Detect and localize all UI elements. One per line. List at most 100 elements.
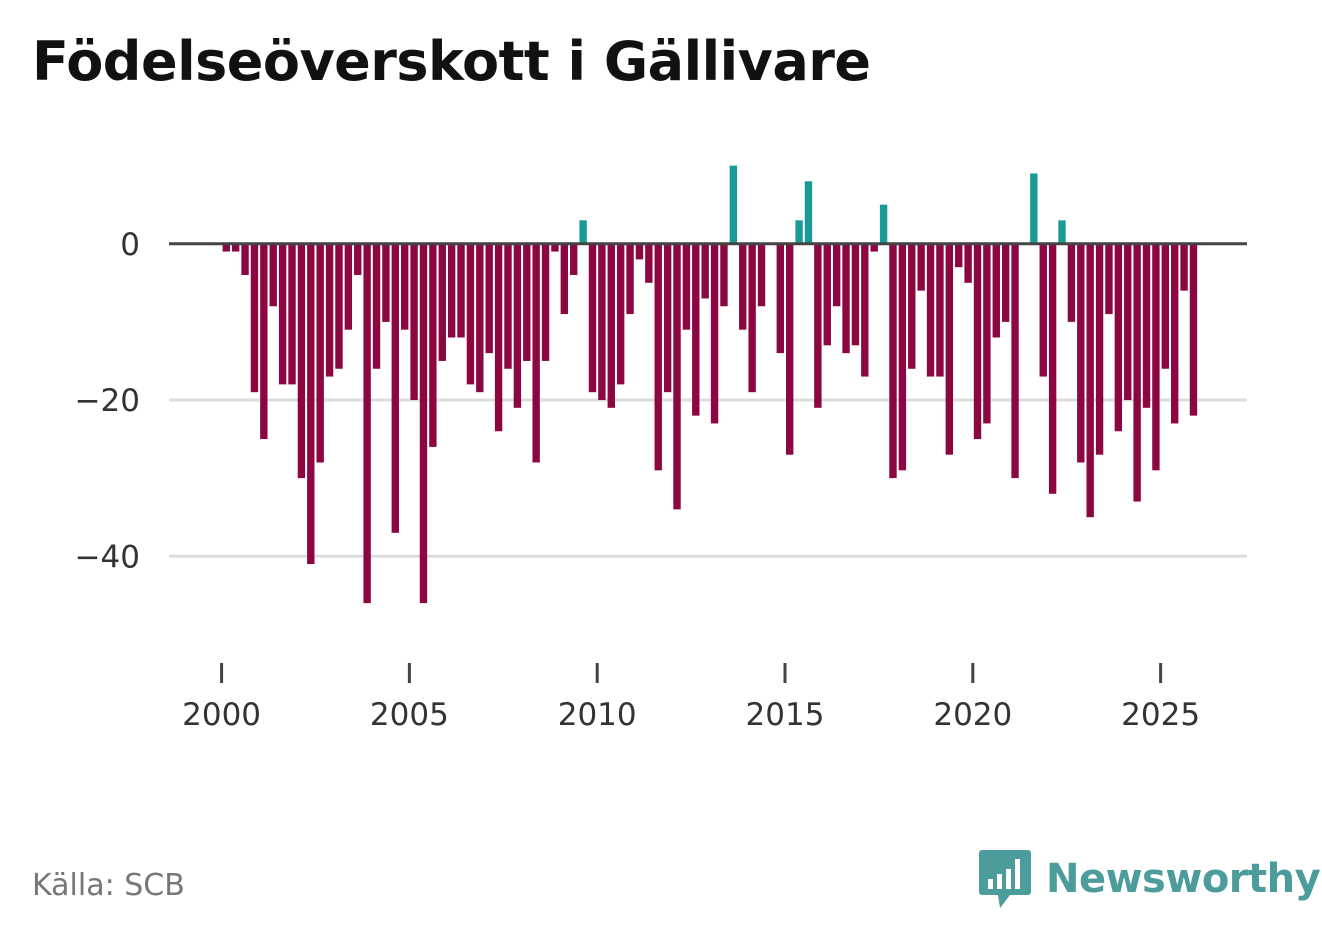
bar xyxy=(898,243,907,471)
bar xyxy=(861,243,869,377)
bar xyxy=(692,243,700,416)
bar xyxy=(917,243,925,291)
bar xyxy=(955,243,963,268)
bar xyxy=(1124,243,1132,400)
bar xyxy=(720,243,728,307)
bar xyxy=(382,243,390,322)
bar xyxy=(288,243,296,385)
bar xyxy=(372,243,381,369)
bar xyxy=(889,243,897,479)
bar xyxy=(579,220,587,244)
x-tick-label: 2025 xyxy=(1121,697,1200,733)
bar xyxy=(269,243,277,307)
bar xyxy=(485,243,493,354)
bar xyxy=(1161,243,1169,369)
bar xyxy=(1039,243,1047,377)
bar xyxy=(260,243,268,440)
bar xyxy=(278,243,287,385)
bar xyxy=(964,243,972,283)
bar xyxy=(945,243,954,455)
bar xyxy=(231,243,240,252)
y-tick-label: −20 xyxy=(75,383,140,419)
y-tick-label: 0 xyxy=(120,227,140,263)
bar xyxy=(1067,243,1076,322)
bar xyxy=(598,243,606,400)
bar xyxy=(973,243,982,440)
bar xyxy=(325,243,334,377)
bar xyxy=(1095,243,1104,455)
bar xyxy=(297,243,306,479)
bar xyxy=(476,243,484,393)
x-axis: 2000 2005 2010 2015 2020 2025 xyxy=(182,663,1200,733)
x-tick-label: 2005 xyxy=(370,697,449,733)
bar xyxy=(992,243,1000,338)
brand-logo: Newsworthy xyxy=(978,848,1321,910)
grid-lines xyxy=(169,398,1247,558)
bars xyxy=(222,165,1198,604)
bar xyxy=(410,243,418,400)
bar xyxy=(513,243,522,408)
x-tick-label: 2020 xyxy=(933,697,1012,733)
bar xyxy=(457,243,465,338)
bar xyxy=(316,243,324,463)
bar xyxy=(307,243,315,565)
bar xyxy=(401,243,409,330)
bar xyxy=(786,243,794,455)
bar xyxy=(541,243,550,361)
bar xyxy=(391,243,399,533)
bar-chart-speech-bubble-icon xyxy=(979,850,1031,908)
bar xyxy=(1133,243,1141,502)
bar xyxy=(739,243,747,330)
bar xyxy=(532,243,540,463)
bar xyxy=(908,243,916,369)
bar xyxy=(1011,243,1019,479)
bar xyxy=(842,243,850,354)
bar xyxy=(983,243,991,424)
bar xyxy=(1105,243,1113,315)
bar xyxy=(757,243,766,307)
bar xyxy=(354,243,362,275)
bar xyxy=(494,243,503,432)
bar xyxy=(795,220,803,244)
bar xyxy=(447,243,456,338)
bar xyxy=(823,243,831,346)
bar xyxy=(1152,243,1160,471)
bar xyxy=(654,243,662,471)
y-axis: 0 −20 −40 xyxy=(75,227,140,576)
bar xyxy=(335,243,343,369)
bar xyxy=(804,181,813,244)
bar xyxy=(645,243,653,283)
bar xyxy=(1048,243,1057,494)
source-label: Källa: SCB xyxy=(32,868,185,903)
bar xyxy=(523,243,531,361)
bar xyxy=(870,243,878,252)
bar xyxy=(1171,243,1179,424)
bar xyxy=(814,243,822,408)
chart-title: Födelseöverskott i Gällivare xyxy=(32,30,871,93)
bar xyxy=(1142,243,1151,408)
bar xyxy=(429,243,437,447)
bar xyxy=(776,243,784,354)
y-tick-label: −40 xyxy=(75,539,140,575)
bar xyxy=(1180,243,1188,291)
brand-name: Newsworthy xyxy=(1046,856,1321,902)
bar xyxy=(344,243,353,330)
bar xyxy=(879,204,888,244)
bar xyxy=(851,243,860,346)
bar xyxy=(729,165,738,244)
bar xyxy=(936,243,944,377)
bar xyxy=(607,243,615,408)
bar xyxy=(504,243,512,369)
bar xyxy=(438,243,446,361)
bar xyxy=(673,243,681,510)
bar xyxy=(570,243,578,275)
bar xyxy=(1086,243,1094,518)
bar xyxy=(241,243,249,275)
x-tick-label: 2010 xyxy=(558,697,637,733)
bar xyxy=(1001,243,1010,322)
bar xyxy=(551,243,559,252)
x-tick-label: 2000 xyxy=(182,697,261,733)
bar xyxy=(560,243,569,315)
bar xyxy=(701,243,709,299)
